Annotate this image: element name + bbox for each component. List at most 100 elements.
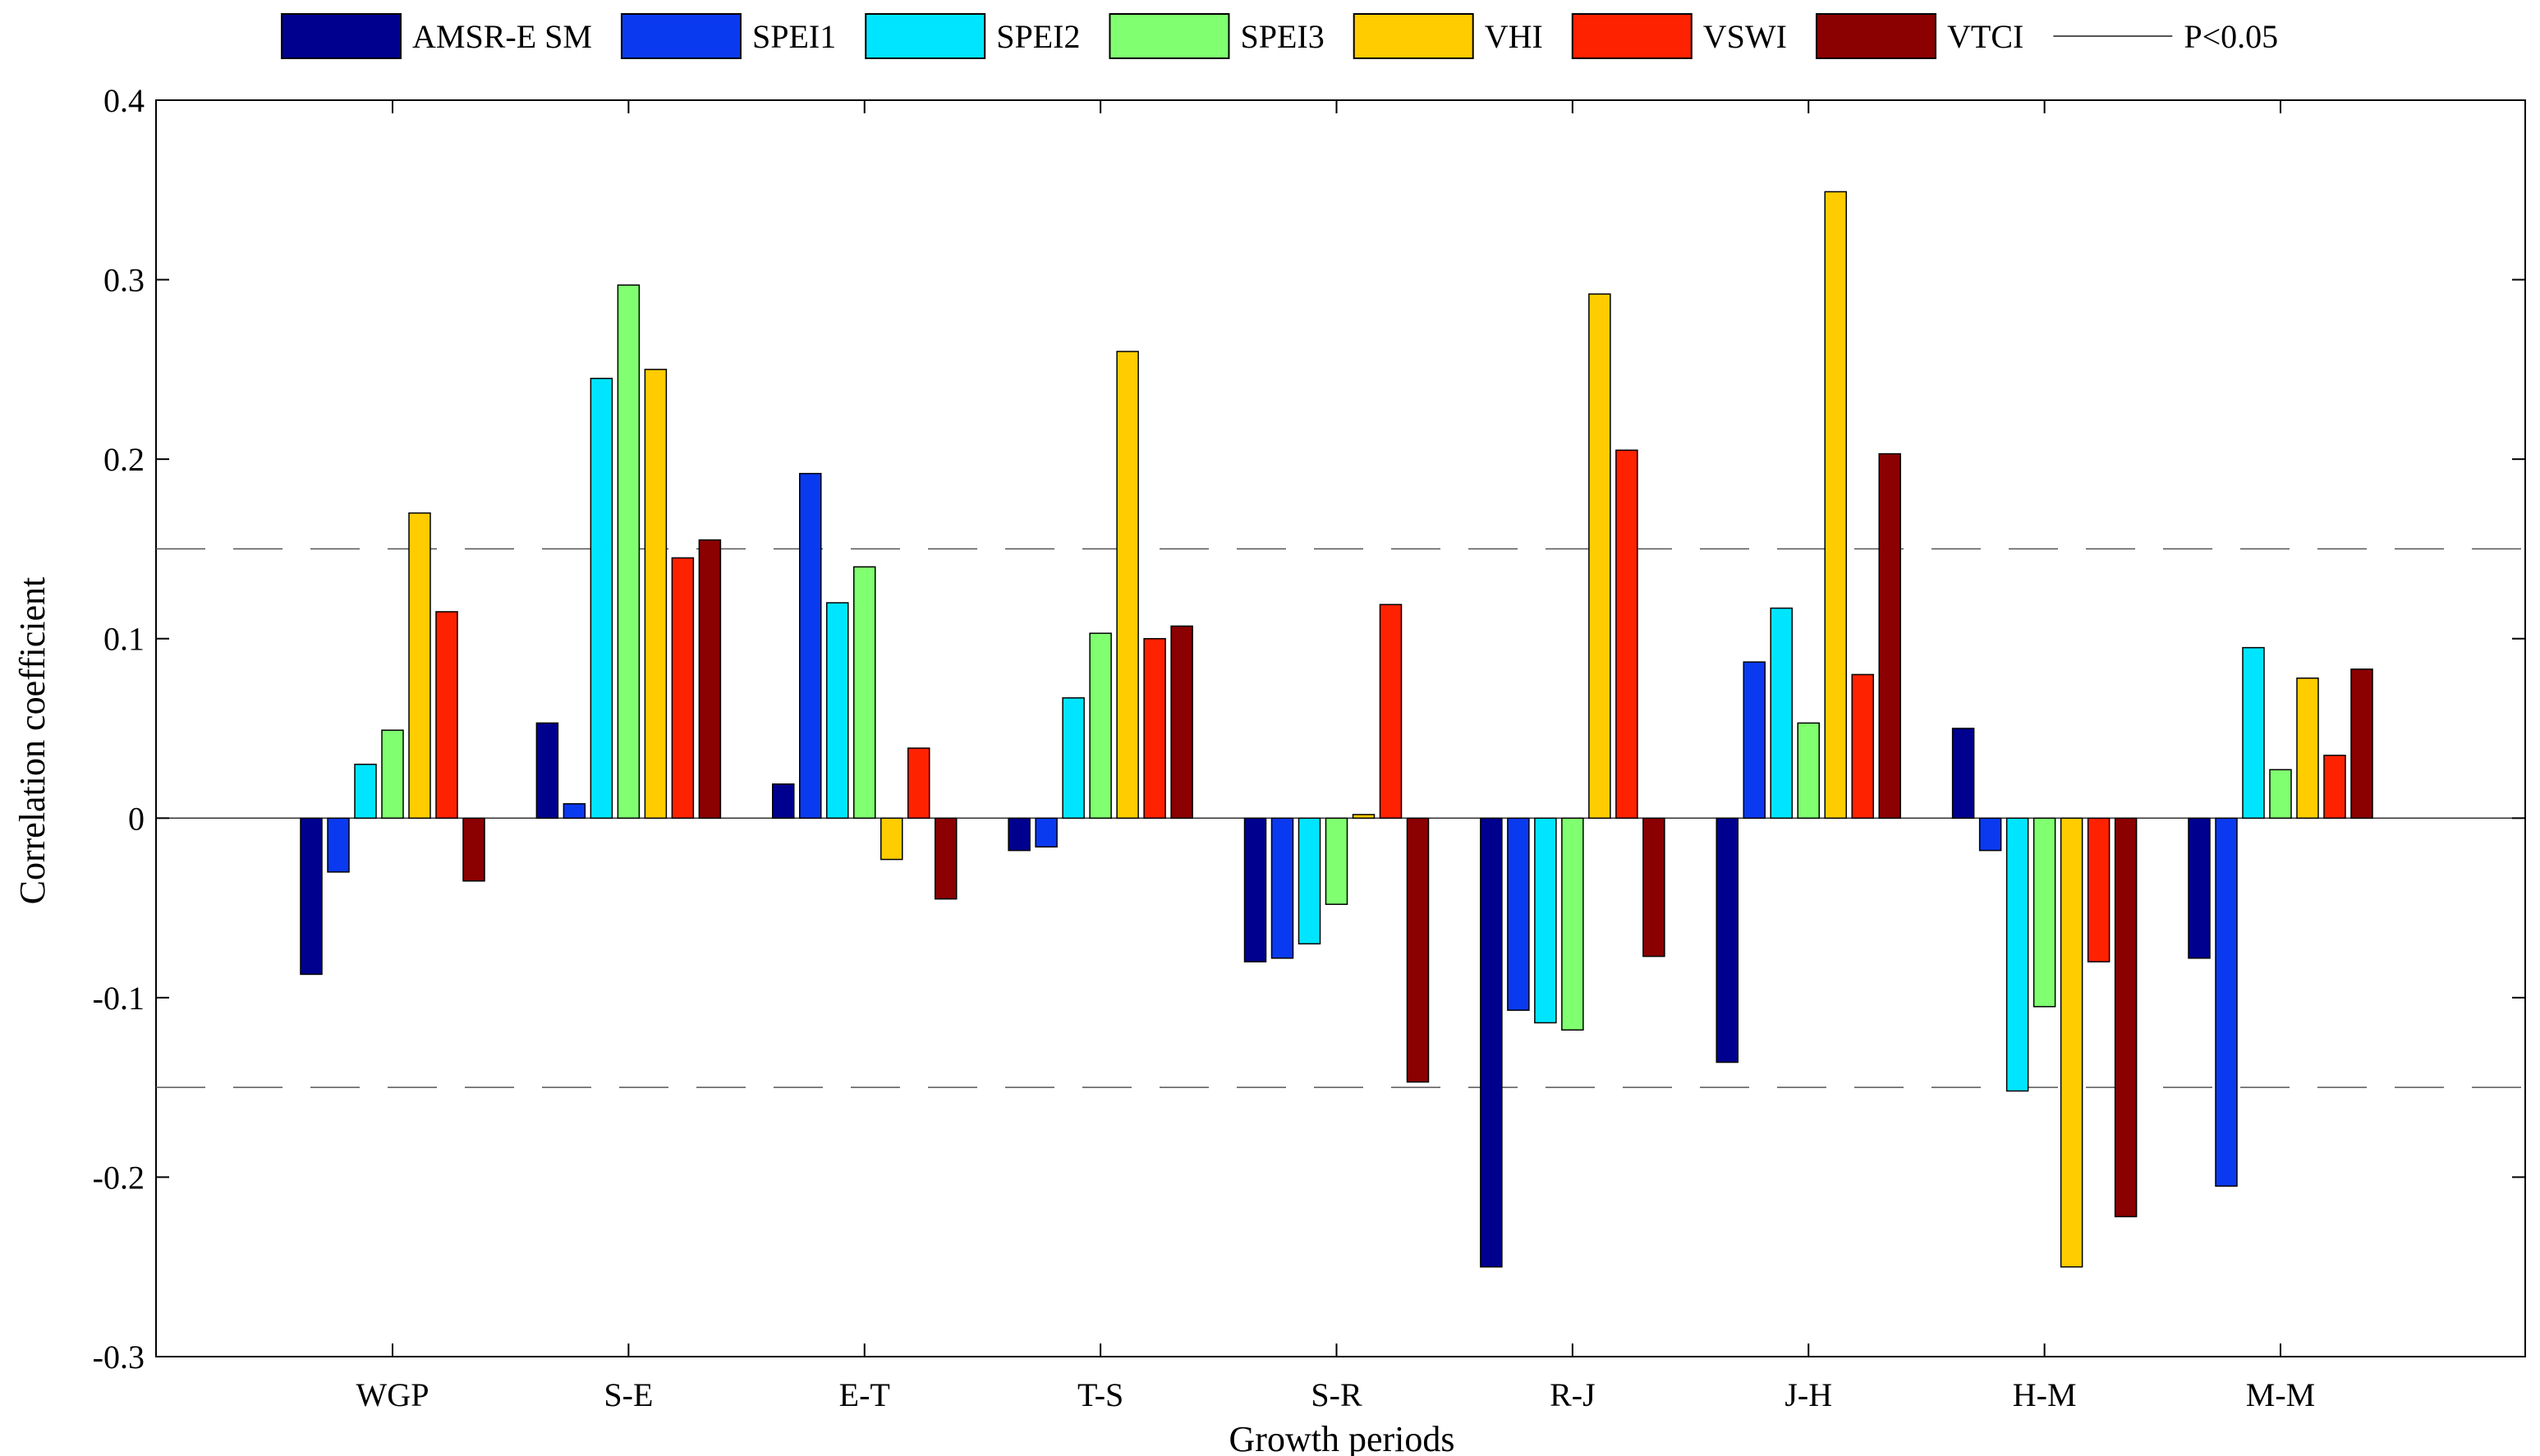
plot-frame [155, 99, 2526, 1357]
bar [617, 284, 641, 820]
bar [1406, 817, 1430, 1083]
bar [671, 557, 695, 820]
bar [563, 803, 586, 820]
bar [698, 539, 722, 820]
bar [2087, 817, 2111, 962]
bar [300, 817, 323, 976]
bar [1352, 814, 1376, 820]
legend: AMSR-E SM SPEI1 SPEI2 SPEI3 VHI VSWI VTCI P<0.0… [281, 13, 2278, 59]
bar [1797, 722, 1820, 820]
x-tick-label: M-M [2246, 1376, 2315, 1413]
bar [1534, 817, 1557, 1024]
y-axis: -0.3 -0.2 -0.1 0 0.1 0.2 0.3 0.4 [93, 82, 2525, 1376]
legend-swatch [865, 13, 986, 59]
plot-area [155, 99, 2526, 1357]
bar [2114, 817, 2138, 1218]
x-tick-label: T-S [1077, 1376, 1123, 1413]
bar [1325, 817, 1348, 905]
bar [935, 817, 958, 900]
bar [1642, 817, 1665, 958]
bar [2060, 817, 2083, 1268]
bar [1561, 817, 1584, 1031]
bar [1978, 817, 2002, 852]
bar [1062, 697, 1085, 820]
legend-swatch [1353, 13, 1474, 59]
y-tick-label: 0 [128, 800, 145, 837]
bar [1379, 604, 1403, 820]
legend-swatch [281, 13, 402, 59]
y-tick-label: 0.3 [103, 262, 145, 299]
bar [435, 611, 458, 820]
x-tick-label: J-H [1784, 1376, 1832, 1413]
bar [2269, 769, 2292, 820]
bar [826, 602, 849, 820]
bar [853, 566, 876, 820]
bar [1243, 817, 1267, 962]
bar [462, 817, 485, 882]
bar [1143, 637, 1166, 820]
bar [1008, 817, 1031, 852]
legend-label: VSWI [1703, 18, 1787, 55]
bar [1743, 661, 1766, 820]
bar [1035, 817, 1058, 848]
legend-label: AMSR-E SM [412, 18, 592, 55]
bar [1878, 452, 1901, 820]
y-tick-label: 0.1 [103, 621, 145, 658]
bar [1298, 817, 1321, 945]
bar [590, 378, 613, 820]
bar [2005, 817, 2029, 1092]
bar [1116, 351, 1139, 820]
x-tick-label: S-R [1311, 1376, 1362, 1413]
x-tick-label: S-E [604, 1376, 653, 1413]
bar [1170, 625, 1193, 820]
bar [1951, 728, 1975, 820]
y-tick-label: -0.2 [93, 1159, 145, 1196]
bar [907, 747, 930, 820]
bar [1770, 607, 1793, 820]
x-tick-label: R-J [1550, 1376, 1596, 1413]
bar [1588, 293, 1611, 820]
bar [2296, 677, 2319, 820]
bar [799, 472, 822, 820]
y-tick-label: -0.1 [93, 980, 145, 1017]
bar [644, 369, 668, 820]
legend-label: SPEI2 [996, 18, 1080, 55]
bar [408, 512, 431, 820]
bar [772, 783, 795, 820]
x-axis-label: Growth periods [1229, 1419, 1455, 1456]
bar [2188, 817, 2211, 959]
y-tick-label: 0.4 [103, 82, 145, 119]
legend-label: SPEI1 [752, 18, 836, 55]
bar [381, 729, 404, 820]
bar [1480, 817, 1503, 1268]
bar [1507, 817, 1530, 1011]
x-tick-label: H-M [2013, 1376, 2077, 1413]
bar [2323, 755, 2346, 820]
legend-label: SPEI3 [1240, 18, 1324, 55]
legend-label: P<0.05 [2184, 18, 2278, 55]
bar [1824, 191, 1847, 820]
bar [2242, 646, 2265, 820]
bar [2215, 817, 2238, 1187]
y-tick-label: 0.2 [103, 441, 145, 478]
x-axis: WGP S-E E-T T-S S-R R-J J-H H-M M-M [356, 100, 2315, 1413]
legend-swatch [620, 13, 742, 59]
y-axis-label: Correlation coefficient [12, 577, 53, 905]
y-tick-label: -0.3 [93, 1339, 145, 1376]
legend-swatch [1109, 13, 1230, 59]
bar [1270, 817, 1294, 959]
legend-label: VTCI [1947, 18, 2023, 55]
bar [1615, 449, 1638, 820]
bar [2032, 817, 2056, 1008]
bar [1716, 817, 1738, 1063]
x-tick-label: E-T [839, 1376, 890, 1413]
legend-label: VHI [1485, 18, 1543, 55]
legend-swatch [1816, 13, 1937, 59]
bar [535, 722, 559, 820]
bar [2350, 668, 2373, 820]
bar [1089, 632, 1112, 820]
bar [327, 817, 350, 873]
bar [880, 817, 903, 861]
